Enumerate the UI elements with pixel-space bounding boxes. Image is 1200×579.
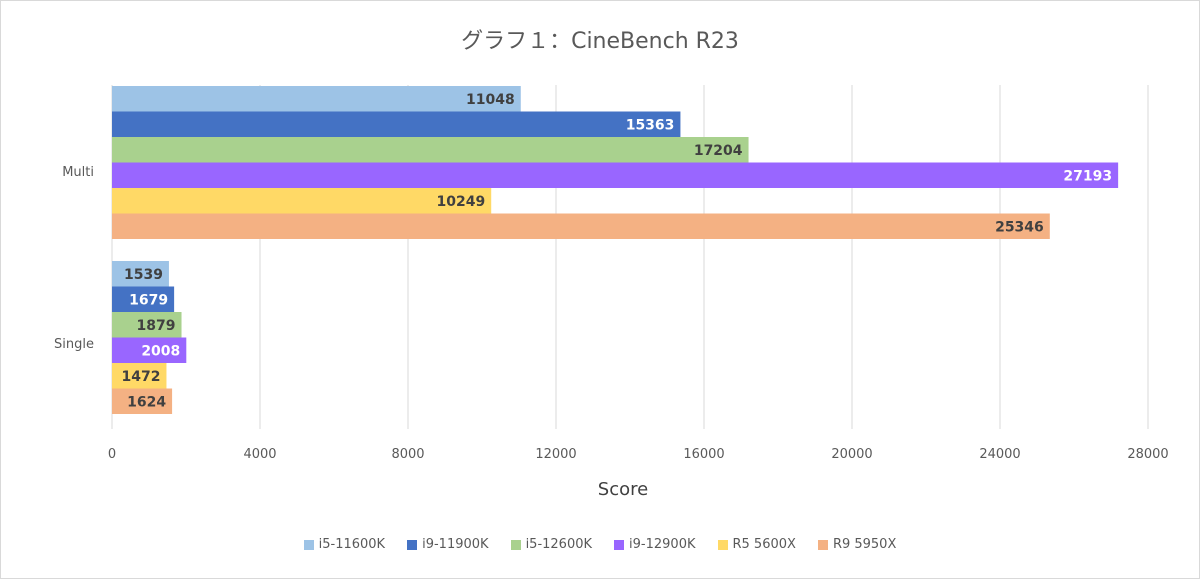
bar-i5-11600k-single xyxy=(112,261,169,287)
x-axis-title: Score xyxy=(598,479,648,500)
bar-r9-5950x-multi xyxy=(112,213,1050,239)
bar-i5-12600k-multi xyxy=(112,137,749,163)
legend-item: R5 5600X xyxy=(717,537,796,552)
bar-r9-5950x-single xyxy=(112,388,173,414)
legend-label: R5 5600X xyxy=(732,537,796,552)
bar-i5-11600k-multi xyxy=(112,86,521,112)
data-label: 1624 xyxy=(127,394,166,410)
bar-r5-5600x-multi xyxy=(112,188,492,214)
legend-swatch xyxy=(817,539,828,550)
bar-i5-12600k-single xyxy=(112,312,182,338)
bar-i9-12900k-multi xyxy=(112,162,1119,188)
legend-item: i5-11600K xyxy=(303,537,386,552)
legend-swatch xyxy=(614,539,625,550)
data-label: 11048 xyxy=(466,92,515,108)
category-label: Multi xyxy=(62,165,94,180)
data-label: 2008 xyxy=(141,343,180,359)
category-label: Single xyxy=(54,337,94,352)
data-label: 1539 xyxy=(124,267,163,283)
legend-item: i9-11900K xyxy=(407,537,489,552)
legend-swatch xyxy=(407,539,418,550)
data-label: 1879 xyxy=(137,318,176,334)
legend-swatch xyxy=(510,539,521,550)
chart-legend: i5-11600K i9-11900K i5-12600K i9-12900K R5 5… xyxy=(1,537,1199,552)
x-tick-label: 12000 xyxy=(535,447,576,462)
legend-label: i5-12600K xyxy=(525,537,593,552)
data-label: 25346 xyxy=(995,219,1044,235)
x-tick-label: 8000 xyxy=(391,447,424,462)
data-label: 10249 xyxy=(436,194,485,210)
x-tick-label: 24000 xyxy=(979,447,1020,462)
bar-r5-5600x-single xyxy=(112,363,167,389)
legend-swatch xyxy=(717,539,728,550)
legend-item: i5-12600K xyxy=(510,537,593,552)
x-tick-label: 4000 xyxy=(243,447,276,462)
legend-swatch xyxy=(303,539,314,550)
bar-i9-12900k-single xyxy=(112,337,187,363)
chart-plot: 0 4000 8000 12000 16000 20000 24000 28000 Score M… xyxy=(54,85,1169,500)
x-tick-label: 28000 xyxy=(1127,447,1168,462)
legend-label: i9-12900K xyxy=(629,537,696,552)
data-label: 1679 xyxy=(129,292,168,308)
x-tick-label: 20000 xyxy=(831,447,872,462)
data-label: 17204 xyxy=(694,143,743,159)
bar-i9-11900k-multi xyxy=(112,111,681,137)
x-tick-label: 0 xyxy=(108,447,116,462)
legend-item: i9-12900K xyxy=(614,537,696,552)
legend-label: R9 5950X xyxy=(832,537,897,552)
data-label: 27193 xyxy=(1063,168,1112,184)
legend-label: i5-11600K xyxy=(318,537,386,552)
bar-i9-11900k-single xyxy=(112,286,175,312)
data-label: 1472 xyxy=(121,369,160,385)
chart-title: グラフ１：CineBench R23 xyxy=(461,29,739,54)
x-tick-label: 16000 xyxy=(683,447,724,462)
legend-item: R9 5950X xyxy=(817,537,897,552)
legend-label: i9-11900K xyxy=(422,537,489,552)
data-label: 15363 xyxy=(626,117,675,133)
